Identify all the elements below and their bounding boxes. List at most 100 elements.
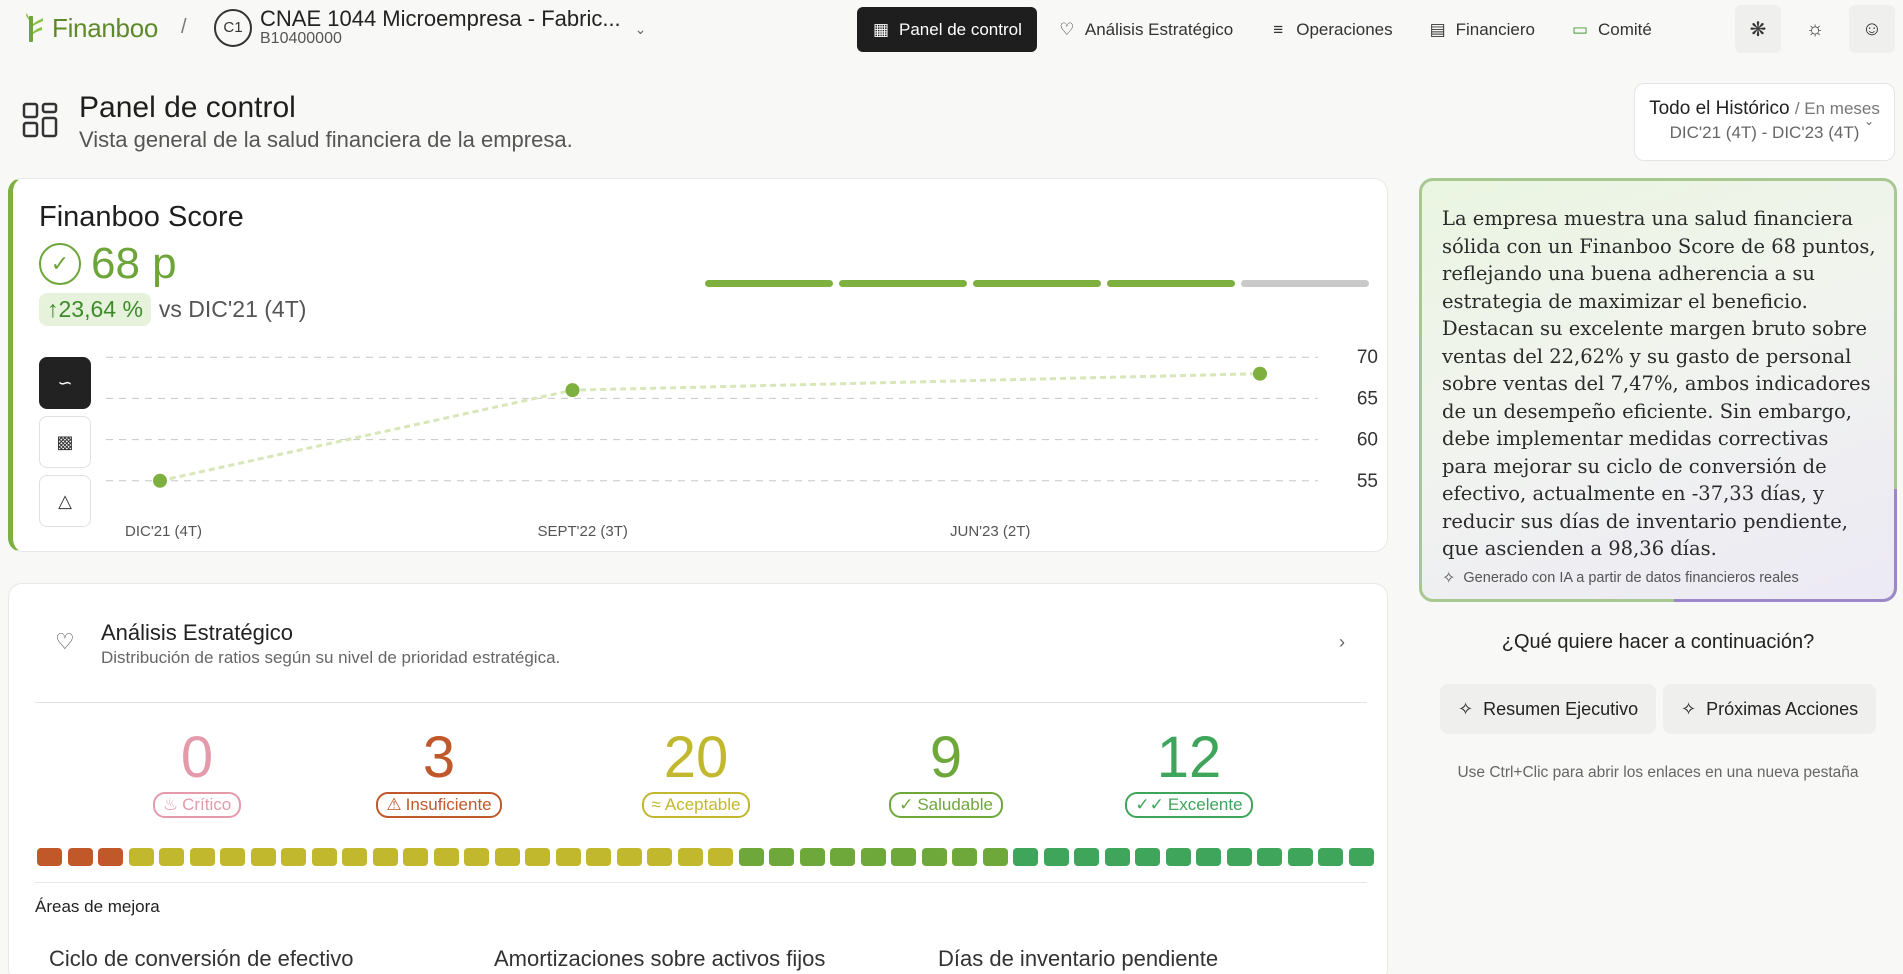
alert-icon: ⚠ bbox=[386, 795, 402, 814]
ratio-segment bbox=[1043, 848, 1069, 866]
bug-icon: ❋ bbox=[1749, 18, 1767, 41]
ai-footer-text: Generado con IA a partir de datos financ… bbox=[1463, 570, 1799, 586]
strategic-analysis-card[interactable]: ♡ Análisis Estratégico Distribución de r… bbox=[8, 583, 1388, 974]
ratio-segment bbox=[67, 848, 93, 866]
series-line bbox=[159, 372, 1261, 483]
executive-summary-button[interactable]: ✧ Resumen Ejecutivo bbox=[1440, 684, 1657, 734]
ratio-segment bbox=[708, 848, 733, 866]
badge-critico: ♨ Crítico bbox=[152, 792, 242, 818]
area-item[interactable]: Días de inventario pendiente bbox=[938, 946, 1219, 971]
tab-comite[interactable]: ▭ Comité bbox=[1556, 7, 1667, 52]
tab-panel-de-control[interactable]: ▦ Panel de control bbox=[857, 7, 1037, 52]
user-menu-button[interactable]: ☺ bbox=[1849, 5, 1895, 53]
score-delta-badge: ↑23,64 % bbox=[39, 293, 151, 326]
x-tick-label: DIC'21 (4T) bbox=[125, 523, 202, 539]
leaf-logo-icon bbox=[26, 13, 43, 42]
y-tick-label: 70 bbox=[1357, 347, 1378, 368]
count-critico[interactable]: 0 ♨ Crítico bbox=[127, 726, 267, 818]
badge-saludable: ✓ Saludable bbox=[889, 792, 1003, 818]
ai-summary-card: La empresa muestra una salud financiera … bbox=[1419, 178, 1897, 602]
executive-summary-label: Resumen Ejecutivo bbox=[1483, 698, 1639, 719]
chevron-right-icon[interactable]: › bbox=[1339, 632, 1345, 652]
area-chart-button[interactable]: △ bbox=[39, 475, 91, 527]
chevron-down-icon: ⌄ bbox=[1863, 114, 1874, 128]
tab-label: Operaciones bbox=[1296, 19, 1393, 39]
ratio-segment bbox=[1165, 848, 1191, 866]
ratio-segment bbox=[220, 848, 245, 866]
count-value: 12 bbox=[1156, 725, 1222, 790]
chevron-down-icon: ⌄ bbox=[634, 21, 647, 37]
brand-logo[interactable]: Finanboo bbox=[26, 12, 158, 44]
line-chart-button[interactable]: ∽ bbox=[39, 357, 91, 409]
ratio-segment bbox=[1318, 848, 1343, 866]
user-icon: ☺ bbox=[1861, 17, 1883, 40]
ratio-segment bbox=[311, 848, 337, 866]
ratio-segment bbox=[616, 848, 642, 866]
score-segment bbox=[839, 280, 967, 287]
badge-label: Saludable bbox=[917, 795, 993, 814]
ratio-segment bbox=[647, 848, 672, 866]
ratio-segment bbox=[769, 848, 794, 866]
period-selector[interactable]: Todo el Histórico / En meses DIC'21 (4T)… bbox=[1634, 83, 1895, 161]
ratio-segment bbox=[1196, 848, 1221, 866]
bug-report-button[interactable]: ❋ bbox=[1735, 5, 1781, 53]
theme-toggle-button[interactable]: ☼ bbox=[1792, 5, 1838, 53]
check-icon: ✓ bbox=[899, 795, 914, 814]
ratio-segment bbox=[403, 848, 428, 866]
tab-analisis-estrategico[interactable]: ♡ Análisis Estratégico bbox=[1043, 7, 1248, 52]
ratio-segment bbox=[433, 848, 459, 866]
score-line-chart: 70 65 60 55 DIC'21 (4T) SEPT'22 (3T) JUN'23 (2… bbox=[106, 347, 1378, 539]
ratio-segment bbox=[799, 848, 825, 866]
ratio-segment bbox=[891, 848, 916, 866]
ratio-segment bbox=[281, 848, 306, 866]
triangle-icon: △ bbox=[58, 490, 72, 511]
data-point bbox=[153, 473, 167, 488]
tab-financiero[interactable]: ▤ Financiero bbox=[1414, 7, 1550, 52]
ratio-segment bbox=[1287, 848, 1313, 866]
ratio-segment bbox=[860, 848, 886, 866]
approx-icon: ≈ bbox=[651, 795, 661, 814]
ratio-segment bbox=[372, 848, 398, 866]
tab-operaciones[interactable]: ≡ Operaciones bbox=[1254, 7, 1407, 52]
tab-label: Financiero bbox=[1455, 19, 1535, 39]
heart-handshake-icon: ♡ bbox=[55, 629, 75, 654]
divider bbox=[35, 882, 1367, 883]
company-selector[interactable]: C1 CNAE 1044 Microempresa - Fabric... B1… bbox=[214, 8, 646, 47]
score-comparison: vs DIC'21 (4T) bbox=[158, 296, 307, 322]
ctrl-click-hint: Use Ctrl+Clic para abrir los enlaces en … bbox=[1457, 764, 1859, 781]
dashboard-icon bbox=[22, 102, 58, 138]
badge-aceptable: ≈ Aceptable bbox=[641, 792, 751, 818]
ratio-segment bbox=[555, 848, 581, 866]
count-excelente[interactable]: 12 ✓✓ Excelente bbox=[1119, 726, 1259, 818]
score-delta: 23,64 % bbox=[58, 296, 143, 322]
badge-label: Insuficiente bbox=[405, 795, 492, 814]
sparkle-icon: ✧ bbox=[1442, 570, 1456, 587]
areas-title: Áreas de mejora bbox=[35, 897, 160, 916]
area-item[interactable]: Amortizaciones sobre activos fijos bbox=[494, 946, 826, 971]
tab-label: Panel de control bbox=[899, 19, 1022, 39]
ratio-segment bbox=[952, 848, 977, 866]
count-insuficiente[interactable]: 3 ⚠ Insuficiente bbox=[369, 726, 509, 818]
ratio-segment bbox=[586, 848, 611, 866]
next-actions-button[interactable]: ✧ Próximas Acciones bbox=[1663, 684, 1877, 734]
line-chart-icon: ∽ bbox=[57, 372, 73, 393]
x-tick-label: SEPT'22 (3T) bbox=[538, 523, 628, 539]
page-subtitle: Vista general de la salud financiera de … bbox=[79, 127, 573, 152]
score-segment bbox=[1241, 280, 1369, 287]
ratio-distribution-bar bbox=[37, 848, 1374, 866]
sparkle-icon: ✧ bbox=[1681, 698, 1697, 719]
tab-label: Análisis Estratégico bbox=[1084, 19, 1234, 39]
count-aceptable[interactable]: 20 ≈ Aceptable bbox=[626, 726, 766, 818]
count-value: 3 bbox=[422, 725, 456, 790]
score-segment bbox=[973, 280, 1101, 287]
period-range: DIC'21 (4T) - DIC'23 (4T) bbox=[1669, 123, 1860, 142]
count-value: 20 bbox=[663, 725, 729, 790]
data-point bbox=[1253, 366, 1267, 381]
dashboard-icon: ▦ bbox=[872, 19, 890, 39]
area-item[interactable]: Ciclo de conversión de efectivo bbox=[49, 946, 354, 971]
list-icon: ≡ bbox=[1273, 19, 1284, 39]
count-saludable[interactable]: 9 ✓ Saludable bbox=[876, 726, 1016, 818]
sparkle-icon: ✧ bbox=[1458, 698, 1474, 719]
bar-chart-button[interactable]: ▩ bbox=[39, 416, 91, 468]
x-tick-label: JUN'23 (2T) bbox=[950, 523, 1030, 539]
